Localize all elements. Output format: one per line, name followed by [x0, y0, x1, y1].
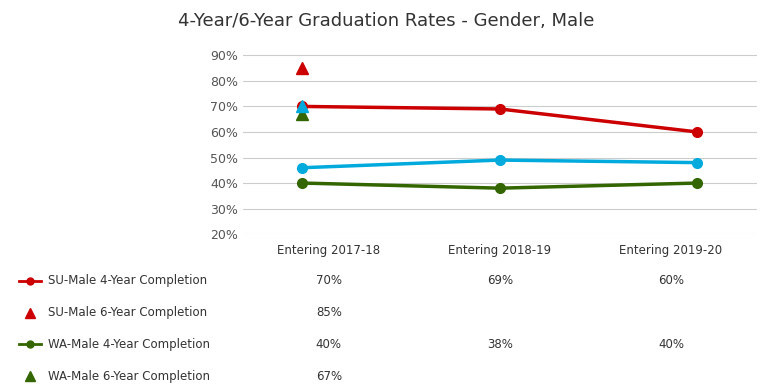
Text: WA-Male 4-Year Completion: WA-Male 4-Year Completion — [48, 338, 210, 351]
Text: 70%: 70% — [316, 274, 342, 288]
Text: 60%: 60% — [658, 274, 684, 288]
Text: Entering 2017-18: Entering 2017-18 — [277, 244, 381, 257]
Text: Entering 2019-20: Entering 2019-20 — [619, 244, 723, 257]
Text: SU-Male 4-Year Completion: SU-Male 4-Year Completion — [48, 274, 207, 288]
Text: Entering 2018-19: Entering 2018-19 — [449, 244, 551, 257]
Text: 69%: 69% — [487, 274, 513, 288]
Text: 4-Year/6-Year Graduation Rates - Gender, Male: 4-Year/6-Year Graduation Rates - Gender,… — [178, 12, 594, 30]
Text: WA-Male 6-Year Completion: WA-Male 6-Year Completion — [48, 370, 210, 383]
Text: 67%: 67% — [316, 370, 342, 383]
Text: 40%: 40% — [316, 338, 342, 351]
Text: 85%: 85% — [316, 306, 342, 319]
Text: 38%: 38% — [487, 338, 513, 351]
Text: SU-Male 6-Year Completion: SU-Male 6-Year Completion — [48, 306, 207, 319]
Text: 40%: 40% — [658, 338, 684, 351]
